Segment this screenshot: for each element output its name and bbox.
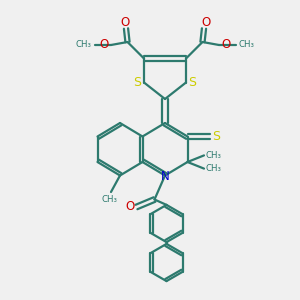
Text: S: S xyxy=(213,130,220,143)
Text: O: O xyxy=(125,200,134,214)
Text: CH₃: CH₃ xyxy=(205,164,221,173)
Text: O: O xyxy=(221,38,230,51)
Text: CH₃: CH₃ xyxy=(75,40,91,50)
Text: O: O xyxy=(120,16,129,29)
Text: CH₃: CH₃ xyxy=(101,195,118,204)
Text: O: O xyxy=(201,16,210,29)
Text: O: O xyxy=(100,38,109,51)
Text: CH₃: CH₃ xyxy=(239,40,255,50)
Text: S: S xyxy=(189,76,196,89)
Text: S: S xyxy=(134,76,141,89)
Text: CH₃: CH₃ xyxy=(205,151,221,160)
Text: N: N xyxy=(161,169,170,183)
